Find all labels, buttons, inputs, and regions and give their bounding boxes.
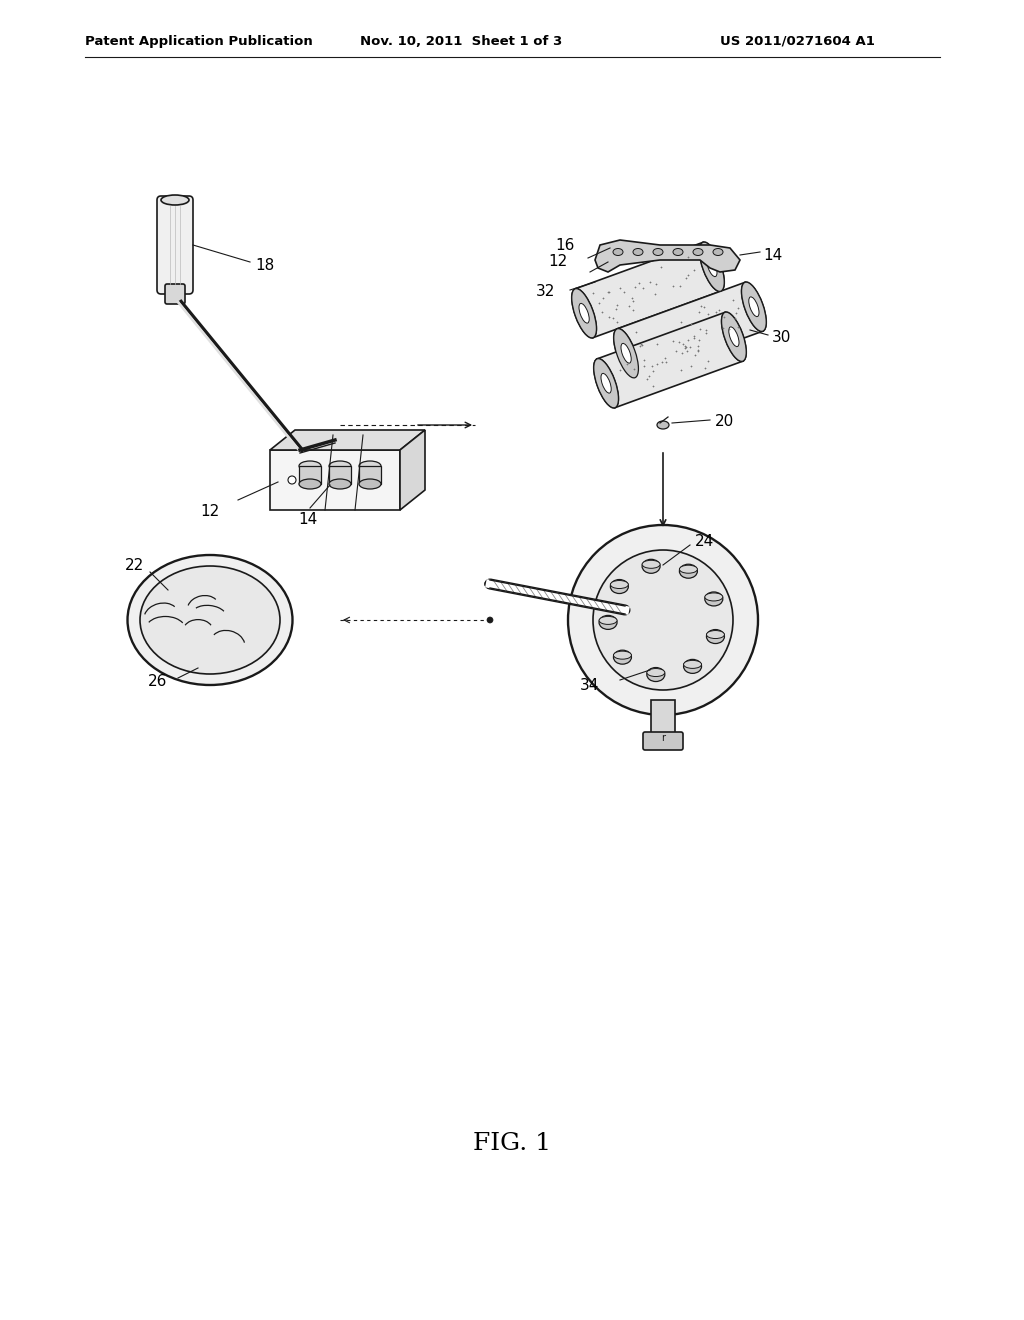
Ellipse shape — [653, 248, 663, 256]
Polygon shape — [575, 243, 721, 338]
Text: 16: 16 — [555, 238, 574, 252]
Ellipse shape — [613, 329, 638, 378]
Bar — [359, 466, 381, 484]
Ellipse shape — [610, 579, 629, 594]
Ellipse shape — [657, 421, 669, 429]
Text: 12: 12 — [548, 255, 567, 269]
Ellipse shape — [613, 248, 623, 256]
Ellipse shape — [571, 289, 596, 338]
Circle shape — [568, 525, 758, 715]
Ellipse shape — [642, 560, 660, 569]
Ellipse shape — [579, 304, 589, 323]
Ellipse shape — [329, 479, 351, 488]
Ellipse shape — [741, 282, 766, 331]
Ellipse shape — [679, 564, 697, 578]
Text: US 2011/0271604 A1: US 2011/0271604 A1 — [720, 36, 874, 48]
Text: 20: 20 — [715, 414, 734, 429]
FancyBboxPatch shape — [157, 195, 193, 294]
Ellipse shape — [599, 616, 617, 624]
Polygon shape — [597, 313, 742, 408]
Text: FIG. 1: FIG. 1 — [473, 1133, 551, 1155]
Ellipse shape — [610, 581, 629, 589]
Text: 30: 30 — [772, 330, 792, 346]
Ellipse shape — [684, 660, 701, 673]
Ellipse shape — [647, 668, 665, 681]
Text: 14: 14 — [763, 248, 782, 263]
Bar — [329, 466, 351, 484]
Ellipse shape — [707, 631, 724, 639]
Ellipse shape — [722, 312, 746, 362]
Ellipse shape — [693, 248, 703, 256]
Text: Patent Application Publication: Patent Application Publication — [85, 36, 312, 48]
Ellipse shape — [161, 195, 189, 205]
Bar — [270, 450, 400, 510]
Ellipse shape — [359, 479, 381, 488]
Text: 14: 14 — [298, 512, 317, 528]
Ellipse shape — [707, 630, 724, 644]
Ellipse shape — [713, 248, 723, 256]
Ellipse shape — [128, 554, 293, 685]
Ellipse shape — [621, 343, 631, 363]
Ellipse shape — [613, 651, 632, 659]
Ellipse shape — [699, 242, 724, 292]
Ellipse shape — [679, 565, 697, 573]
Ellipse shape — [485, 579, 495, 587]
Ellipse shape — [633, 248, 643, 256]
Circle shape — [593, 550, 733, 690]
Polygon shape — [595, 240, 740, 272]
Text: 22: 22 — [125, 557, 144, 573]
Text: 26: 26 — [148, 675, 167, 689]
Ellipse shape — [699, 242, 724, 292]
Bar — [299, 466, 321, 484]
Bar — [651, 700, 675, 741]
Ellipse shape — [749, 297, 759, 317]
Text: Nov. 10, 2011  Sheet 1 of 3: Nov. 10, 2011 Sheet 1 of 3 — [360, 36, 562, 48]
Ellipse shape — [741, 282, 766, 331]
Ellipse shape — [140, 566, 280, 675]
Ellipse shape — [684, 660, 701, 668]
Text: 18: 18 — [255, 257, 274, 272]
Ellipse shape — [673, 248, 683, 256]
Polygon shape — [400, 430, 425, 510]
Ellipse shape — [705, 593, 723, 601]
Text: 24: 24 — [695, 535, 715, 549]
Circle shape — [487, 616, 493, 623]
Text: 32: 32 — [536, 285, 555, 300]
Ellipse shape — [601, 374, 611, 393]
Ellipse shape — [613, 651, 632, 664]
Ellipse shape — [599, 615, 617, 630]
Circle shape — [288, 477, 296, 484]
Ellipse shape — [594, 359, 618, 408]
Polygon shape — [270, 430, 425, 450]
Text: 34: 34 — [580, 677, 599, 693]
Text: 12: 12 — [201, 504, 219, 520]
Polygon shape — [617, 282, 763, 378]
FancyBboxPatch shape — [643, 733, 683, 750]
Ellipse shape — [705, 591, 723, 606]
Ellipse shape — [613, 329, 638, 378]
Ellipse shape — [729, 327, 739, 347]
Text: r: r — [662, 733, 665, 743]
Ellipse shape — [299, 461, 321, 471]
Ellipse shape — [359, 461, 381, 471]
Ellipse shape — [299, 479, 321, 488]
Ellipse shape — [647, 668, 665, 677]
Ellipse shape — [707, 257, 717, 277]
Ellipse shape — [642, 560, 660, 573]
Ellipse shape — [594, 359, 618, 408]
Ellipse shape — [722, 312, 746, 362]
Ellipse shape — [571, 289, 596, 338]
Ellipse shape — [329, 461, 351, 471]
FancyBboxPatch shape — [165, 284, 185, 304]
